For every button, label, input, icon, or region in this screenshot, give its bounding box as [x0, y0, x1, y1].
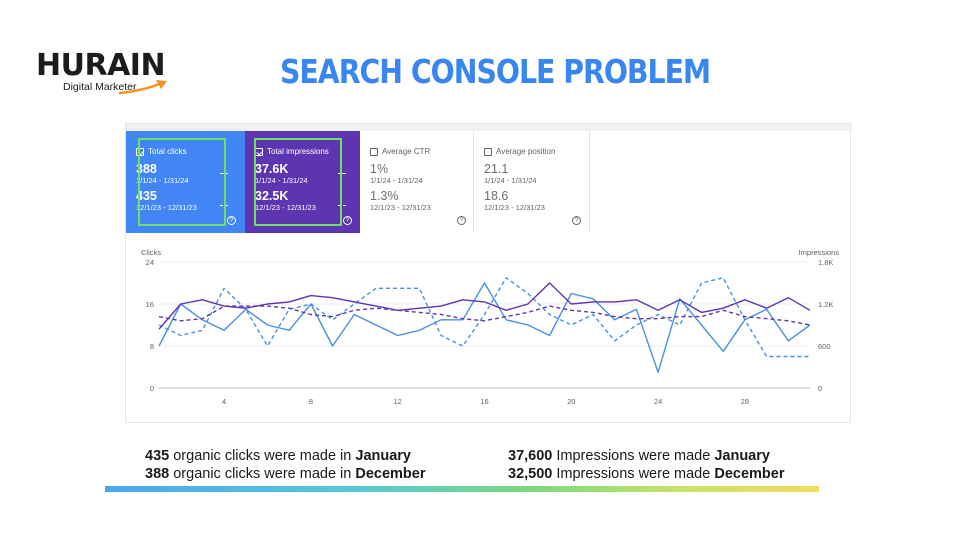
- metric-card-average-position[interactable]: Average position 21.1 1/1/24 - 1/31/24 1…: [474, 131, 590, 233]
- metric-current-value: 37.6K: [255, 162, 289, 176]
- metric-previous-range: 12/1/23 - 12/31/23: [136, 203, 197, 212]
- summary-month: January: [355, 448, 411, 464]
- checkbox-checked-icon[interactable]: [136, 148, 144, 156]
- summary-impressions: 37,600 Impressions were made January 32,…: [508, 447, 784, 483]
- summary-line: 37,600 Impressions were made January: [508, 447, 784, 465]
- series-line-3: [158, 305, 811, 326]
- metric-label: Total clicks: [148, 147, 187, 156]
- metric-previous-range: 12/1/23 - 12/31/23: [484, 203, 545, 212]
- left-tick-label: 16: [146, 300, 154, 309]
- metric-header: Average CTR: [370, 147, 473, 157]
- metric-current-range: 1/1/24 - 1/31/24: [255, 176, 308, 185]
- metric-current-value: 21.1: [484, 162, 509, 176]
- summary-month: December: [714, 466, 785, 482]
- metric-header: Average position: [484, 147, 589, 157]
- logo-tagline: Digital Marketer: [63, 81, 137, 93]
- x-tick-label: 4: [222, 397, 226, 406]
- summary-line: 388 organic clicks were made in December: [145, 465, 426, 483]
- summary-number: 37,600: [508, 448, 553, 464]
- right-tick-label: 0: [818, 384, 822, 393]
- summary-number: 388: [145, 466, 170, 482]
- summary-clicks: 435 organic clicks were made in January …: [145, 447, 426, 483]
- metric-previous-range: 12/1/23 - 12/31/23: [370, 203, 431, 212]
- series-line-1: [158, 277, 810, 358]
- metric-previous-value: 435: [136, 189, 157, 203]
- metric-current-value: 1%: [370, 162, 389, 176]
- logo-arrow-icon: [118, 80, 167, 95]
- series-line-0: [158, 282, 811, 374]
- right-tick-label: 600: [818, 342, 831, 351]
- metric-current-range: 1/1/24 - 1/31/24: [136, 176, 189, 185]
- panel-top-strip: [126, 124, 852, 131]
- checkbox-unchecked-icon[interactable]: [484, 148, 492, 156]
- metric-header: Total clicks: [136, 147, 245, 157]
- checkbox-unchecked-icon[interactable]: [370, 148, 378, 156]
- gradient-divider: [105, 486, 819, 492]
- help-icon[interactable]: ?: [227, 216, 236, 225]
- metric-previous-range: 12/1/23 - 12/31/23: [255, 203, 316, 212]
- metric-current-range: 1/1/24 - 1/31/24: [484, 176, 537, 185]
- summary-text: organic clicks were made in: [169, 466, 356, 482]
- performance-chart: Clicks Impressions 24 1.8K 16 1.2K 8 600 0 0 4 8 12 1…: [141, 248, 840, 406]
- series-line-2: [158, 282, 811, 330]
- summary-month: January: [714, 448, 770, 464]
- page-title: SEARCH CONSOLE PROBLEM: [280, 52, 711, 91]
- x-tick-label: 8: [309, 397, 313, 406]
- help-icon[interactable]: ?: [343, 216, 352, 225]
- summary-line: 32,500 Impressions were made December: [508, 465, 784, 483]
- summary-text: Impressions were made: [552, 466, 715, 482]
- metric-label: Average CTR: [382, 147, 431, 156]
- metric-current-value: 388: [136, 162, 157, 176]
- left-tick-label: 0: [150, 384, 154, 393]
- x-tick-label: 20: [567, 397, 575, 406]
- right-axis-label: Impressions: [799, 248, 840, 257]
- summary-number: 435: [145, 448, 170, 464]
- help-icon[interactable]: ?: [457, 216, 466, 225]
- right-tick-label: 1.8K: [818, 258, 833, 267]
- left-axis-label: Clicks: [141, 248, 161, 257]
- logo-wordmark: HURAIN: [36, 48, 166, 83]
- metric-label: Average position: [496, 147, 556, 156]
- summary-text: Impressions were made: [552, 448, 715, 464]
- metric-label: Total impressions: [267, 147, 329, 156]
- x-tick-label: 28: [741, 397, 749, 406]
- metric-current-range: 1/1/24 - 1/31/24: [370, 176, 423, 185]
- x-tick-label: 12: [394, 397, 402, 406]
- left-tick-label: 8: [150, 342, 154, 351]
- left-tick-label: 24: [146, 258, 154, 267]
- x-tick-label: 24: [654, 397, 662, 406]
- legend-dashed-line-icon: [338, 205, 346, 206]
- search-console-panel: Total clicks 388 1/1/24 - 1/31/24 435 12…: [125, 123, 852, 423]
- metric-previous-value: 32.5K: [255, 189, 289, 203]
- x-tick-label: 16: [480, 397, 488, 406]
- summary-month: December: [355, 466, 426, 482]
- metric-card-average-ctr[interactable]: Average CTR 1% 1/1/24 - 1/31/24 1.3% 12/…: [360, 131, 474, 233]
- brand-logo: HURAIN Digital Marketer: [36, 50, 176, 100]
- help-icon[interactable]: ?: [572, 216, 581, 225]
- summary-text: organic clicks were made in: [169, 448, 356, 464]
- metric-previous-value: 1.3%: [370, 189, 399, 203]
- summary-number: 32,500: [508, 466, 553, 482]
- legend-solid-line-icon: [338, 173, 346, 174]
- right-tick-label: 1.2K: [818, 300, 833, 309]
- metric-previous-value: 18.6: [484, 189, 509, 203]
- summary-line: 435 organic clicks were made in January: [145, 447, 426, 465]
